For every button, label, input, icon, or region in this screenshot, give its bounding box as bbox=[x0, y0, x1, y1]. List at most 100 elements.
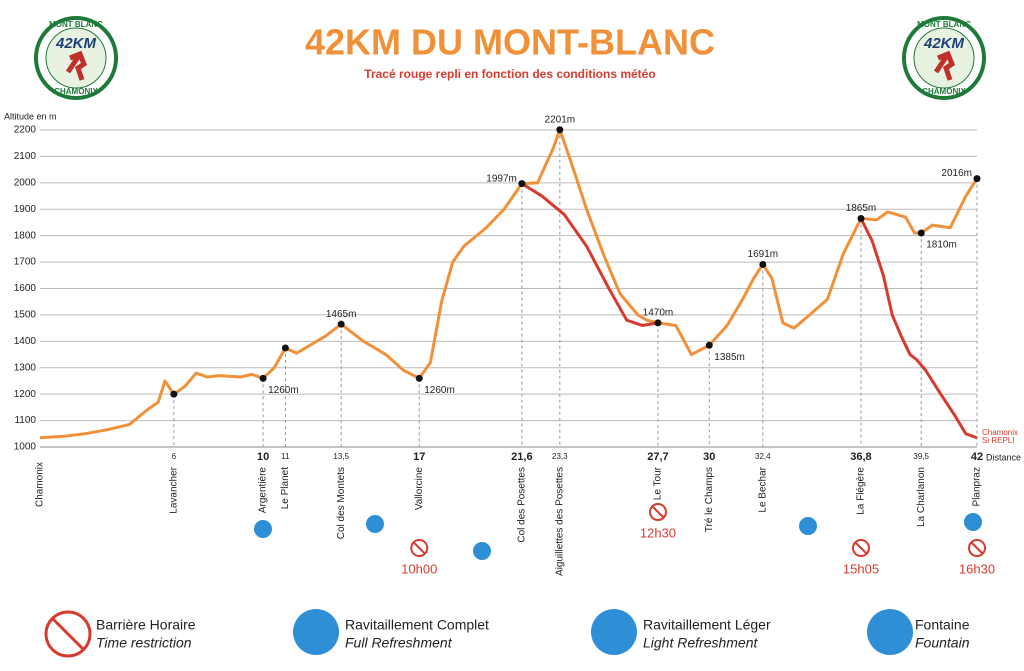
end-label: Chamonix bbox=[982, 428, 1018, 437]
station-name: La Flégère bbox=[856, 467, 867, 515]
time-label: 10h00 bbox=[401, 561, 437, 576]
time-label: 15h05 bbox=[843, 561, 879, 576]
light-refreshment-icon bbox=[591, 609, 637, 655]
checkpoint bbox=[518, 180, 526, 188]
station-name: Col des Posettes bbox=[517, 467, 528, 543]
y-tick-label: 1100 bbox=[14, 415, 36, 426]
logo-runner bbox=[933, 50, 956, 81]
logo: MONT BLANC 42KM CHAMONIX bbox=[34, 16, 118, 100]
station-name: Vallorcine bbox=[414, 467, 425, 511]
legend-title: Barrière Horaire bbox=[96, 617, 196, 633]
logo-text: MONT BLANC bbox=[917, 20, 971, 29]
start-label: Chamonix bbox=[35, 462, 46, 507]
end-label: Si REPLI bbox=[982, 436, 1014, 445]
y-tick-label: 1000 bbox=[14, 442, 37, 453]
station-name: Aiguillettes des Posettes bbox=[554, 467, 565, 576]
legend-title: Fontaine bbox=[915, 617, 970, 633]
x-tick-label: 42 bbox=[971, 451, 983, 463]
y-tick-label: 2100 bbox=[14, 151, 37, 162]
logo-text: CHAMONIX bbox=[54, 87, 98, 96]
logo-text: 42KM bbox=[55, 35, 97, 52]
legend-title: Ravitaillement Léger bbox=[643, 617, 771, 633]
station-name: Le Planet bbox=[280, 467, 291, 509]
x-tick-label: 10 bbox=[257, 451, 269, 463]
checkpoint bbox=[415, 374, 423, 382]
station-name: Argentière bbox=[258, 467, 269, 514]
y-tick-label: 1400 bbox=[14, 336, 37, 347]
altitude-label: 1260m bbox=[424, 385, 455, 396]
checkpoint bbox=[857, 214, 865, 222]
y-tick-label: 1300 bbox=[14, 362, 37, 373]
legend-subtitle: Light Refreshment bbox=[643, 635, 759, 651]
altitude-label: 2201m bbox=[545, 114, 576, 125]
x-tick-label: 21,6 bbox=[511, 451, 532, 463]
x-tick-label: 39,5 bbox=[913, 452, 929, 461]
checkpoint bbox=[654, 319, 662, 327]
altitude-label: 2016m bbox=[941, 168, 972, 179]
station-name: Tré le Champs bbox=[704, 467, 715, 532]
chart-title: 42KM DU MONT-BLANC bbox=[305, 22, 715, 63]
y-tick-label: 1500 bbox=[14, 310, 37, 321]
light-refreshment-icon bbox=[254, 520, 272, 538]
checkpoint bbox=[556, 126, 564, 134]
logo-text: CHAMONIX bbox=[922, 87, 966, 96]
time-restriction-slash bbox=[651, 505, 665, 519]
light-refreshment-icon bbox=[473, 542, 491, 560]
x-tick-label: 27,7 bbox=[647, 451, 668, 463]
time-label: 12h30 bbox=[640, 525, 676, 540]
altitude-label: 1465m bbox=[326, 309, 357, 320]
y-tick-label: 1200 bbox=[14, 389, 37, 400]
legend-subtitle: Time restriction bbox=[96, 635, 192, 651]
time-restriction-slash bbox=[51, 617, 85, 651]
altitude-label: 1997m bbox=[486, 173, 517, 184]
logo-text: 42KM bbox=[923, 35, 965, 52]
time-restriction-slash bbox=[970, 541, 984, 555]
checkpoint bbox=[917, 229, 925, 237]
full-refreshment-icon bbox=[799, 517, 817, 535]
profile-line bbox=[521, 182, 659, 327]
checkpoint bbox=[337, 320, 345, 328]
legend-title: Ravitaillement Complet bbox=[345, 617, 489, 633]
logo-runner bbox=[65, 50, 88, 81]
chart-subtitle: Tracé rouge repli en fonction des condit… bbox=[364, 67, 655, 81]
altitude-label: 1260m bbox=[268, 385, 299, 396]
station-name: Planpraz bbox=[972, 467, 983, 506]
altitude-label: 1810m bbox=[926, 240, 957, 251]
y-axis-label: Altitude en m bbox=[4, 111, 57, 121]
checkpoint bbox=[759, 260, 767, 268]
station-name: La Charlanon bbox=[916, 467, 927, 527]
y-tick-label: 1900 bbox=[14, 204, 37, 215]
fountain-icon bbox=[867, 609, 913, 655]
x-tick-label: 6 bbox=[172, 452, 177, 461]
legend-icons bbox=[44, 609, 913, 658]
y-tick-label: 2000 bbox=[14, 177, 37, 188]
x-tick-label: 11 bbox=[281, 452, 290, 461]
logo-text: MONT BLANC bbox=[49, 20, 103, 29]
time-restriction-slash bbox=[854, 541, 868, 555]
y-tick-label: 2200 bbox=[14, 125, 37, 136]
altitude-label: 1470m bbox=[643, 307, 674, 318]
checkpoint bbox=[973, 175, 981, 183]
x-tick-label: 13,5 bbox=[333, 452, 349, 461]
x-tick-label: 32,4 bbox=[755, 452, 771, 461]
y-tick-label: 1600 bbox=[14, 283, 37, 294]
station-name: Le Bechar bbox=[757, 466, 768, 512]
checkpoint bbox=[705, 341, 713, 349]
profile-line bbox=[859, 217, 978, 440]
altitude-label: 1385m bbox=[714, 352, 745, 363]
time-label: 16h30 bbox=[959, 561, 995, 576]
refreshment-icons bbox=[254, 513, 982, 560]
legend-subtitle: Fountain bbox=[915, 635, 970, 651]
legend-subtitle: Full Refreshment bbox=[345, 635, 453, 651]
station-name: Lavancher bbox=[168, 466, 179, 513]
profile-line bbox=[39, 128, 979, 440]
y-tick-label: 1800 bbox=[14, 230, 37, 241]
x-tick-label: 17 bbox=[413, 451, 425, 463]
time-restriction-slash bbox=[412, 541, 426, 555]
y-tick-label: 1700 bbox=[14, 257, 37, 268]
checkpoint bbox=[170, 390, 178, 398]
logo: MONT BLANC 42KM CHAMONIX bbox=[902, 16, 986, 100]
light-refreshment-icon bbox=[964, 513, 982, 531]
